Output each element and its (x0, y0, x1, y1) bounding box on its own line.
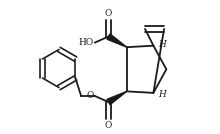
Text: H: H (158, 40, 165, 49)
Text: HO: HO (78, 38, 94, 47)
Polygon shape (107, 91, 127, 105)
Text: O: O (86, 91, 94, 100)
Text: O: O (105, 121, 112, 130)
Text: O: O (105, 9, 112, 18)
Text: H: H (158, 90, 165, 99)
Polygon shape (107, 34, 127, 47)
